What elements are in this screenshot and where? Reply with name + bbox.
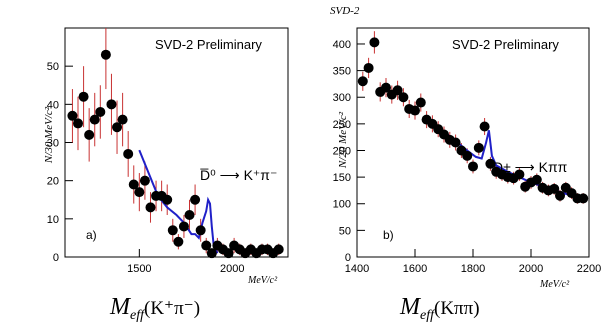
- panel-a-x-axis-label: Meff(K⁺π⁻): [109, 294, 200, 323]
- panel-a-data-point: [73, 118, 84, 129]
- panel-a-data-point: [84, 129, 95, 140]
- panel-a-data-point: [273, 244, 284, 255]
- panel-b-data-point: [479, 121, 490, 132]
- panel-b-data-point: [578, 193, 589, 204]
- panel-a-preliminary: SVD-2 Preliminary: [155, 37, 262, 52]
- panel-a-data-point: [223, 248, 234, 259]
- panel-b-y-tick-label: 0: [345, 252, 351, 264]
- panel-b: 0 50 100 150 200 250 300 350 400 1400 1600 1800 2000…: [333, 27, 602, 323]
- panel-a-data-point: [195, 225, 206, 236]
- panel-b-y-tick-label: 300: [333, 92, 351, 104]
- panel-b-y-axis-label: N/20 MeV/c²: [337, 111, 349, 169]
- panel-a-data-point: [201, 240, 212, 251]
- panel-a-x-axis-sub: eff: [130, 308, 146, 323]
- panel-a-data-point: [106, 99, 117, 110]
- panel-b-data-point: [462, 150, 473, 161]
- panel-a-data-point: [123, 148, 134, 159]
- panel-b-data-point: [410, 105, 420, 116]
- panel-b-x-tick-label: 2000: [519, 263, 543, 275]
- panel-b-x-unit: MeV/c²: [539, 279, 570, 290]
- panel-a-frame: [64, 27, 289, 258]
- panel-b-data-point: [468, 161, 478, 172]
- panel-b-x-tick-label: 2200: [577, 263, 601, 275]
- panel-a-data-point: [184, 210, 195, 221]
- panel-b-y-tick-label: 400: [333, 39, 351, 51]
- panel-a-data-point: [173, 236, 184, 247]
- panel-b-data-point: [363, 62, 374, 73]
- panel-a-y-tick-label: 30: [47, 138, 59, 150]
- panel-b-y-tick-label: 200: [333, 145, 351, 157]
- panel-a-decay-label: D̅⁰ ⟶ K⁺π⁻: [199, 167, 277, 183]
- panel-b-x-tick-label: 1600: [403, 263, 427, 275]
- panel-a-data-point: [167, 225, 178, 236]
- panel-b-frame: [356, 27, 590, 258]
- panel-b-x-axis-label: Meff(Kππ): [399, 294, 480, 323]
- panel-b-x-axis-sub: eff: [420, 308, 436, 323]
- panel-b-points: [357, 37, 589, 204]
- panel-a-data-point: [95, 106, 106, 117]
- panel-b-decay-label: D± ⟶ Kππ: [493, 159, 568, 175]
- panel-a-x-tick-label: 2000: [220, 263, 244, 275]
- panel-b-preliminary: SVD-2 Preliminary: [452, 37, 559, 52]
- panel-b-label: b): [383, 228, 394, 242]
- panel-b-x-tick-label: 1800: [461, 263, 485, 275]
- panel-b-data-point: [369, 37, 380, 48]
- panel-a-x-tick-label: 1500: [127, 263, 151, 275]
- panel-b-x-axis-main: M: [399, 294, 422, 320]
- panel-a-y-axis-label: N/30 MeV/c²: [43, 106, 55, 164]
- panel-a-ticks: 0 10 20 30 40 50 1500 2000: [47, 61, 245, 275]
- panel-a-data-point: [145, 202, 156, 213]
- panel-b-y-tick-label: 50: [339, 225, 351, 237]
- panel-a-data-point: [190, 194, 201, 205]
- panel-b-data-point: [485, 158, 496, 169]
- panel-a-y-tick-label: 20: [47, 176, 59, 188]
- panel-a-data-point: [162, 194, 173, 205]
- panel-a-data-point: [206, 248, 217, 259]
- panel-a-data-point: [117, 114, 128, 125]
- panel-a: 0 10 20 30 40 50 1500 2000 SVD-2 Preliminary D̅…: [43, 27, 289, 323]
- panel-b-ticks: 0 50 100 150 200 250 300 350 400 1400 1600 1800 2000…: [333, 39, 602, 275]
- panel-b-y-tick-label: 350: [333, 66, 351, 78]
- panel-a-data-point: [128, 179, 139, 190]
- panel-b-data-point: [392, 85, 403, 96]
- panel-b-data-point: [531, 174, 542, 185]
- panel-a-y-tick-label: 40: [47, 99, 59, 111]
- panel-b-y-tick-label: 150: [333, 172, 351, 184]
- panel-a-label: a): [86, 228, 97, 242]
- panel-a-data-point: [78, 91, 89, 102]
- panel-a-data-point: [67, 110, 78, 121]
- panel-b-data-point: [398, 92, 409, 103]
- panel-b-y-tick-label: 100: [333, 199, 351, 211]
- panel-a-data-point: [100, 49, 111, 60]
- panel-b-data-point: [555, 190, 565, 201]
- panel-b-data-point: [473, 142, 484, 153]
- panel-b-y-tick-label: 250: [333, 119, 351, 131]
- panel-a-y-tick-label: 10: [47, 214, 59, 226]
- panel-a-points: [67, 49, 284, 259]
- panel-a-data-point: [178, 221, 189, 232]
- panel-b-x-tick-label: 1400: [345, 263, 369, 275]
- panel-b-data-point: [357, 76, 368, 87]
- panel-b-data-point: [381, 82, 391, 93]
- panel-b-data-point: [549, 183, 560, 194]
- panel-b-data-point: [415, 97, 426, 108]
- panel-b-data-point: [514, 169, 525, 180]
- panel-a-data-point: [89, 114, 100, 125]
- top-label: SVD-2: [330, 5, 360, 17]
- panel-a-x-unit: MeV/c²: [247, 275, 278, 286]
- panel-a-data-point: [112, 122, 123, 133]
- panel-b-x-axis-paren: (Kππ): [434, 298, 480, 319]
- panel-b-data-point: [450, 137, 461, 148]
- panel-a-data-point: [134, 187, 145, 198]
- panel-a-y-tick-label: 50: [47, 61, 59, 73]
- panel-a-data-point: [139, 175, 150, 186]
- panel-a-x-axis-paren: (K⁺π⁻): [144, 298, 200, 319]
- panel-a-x-axis-main: M: [109, 294, 132, 320]
- panel-a-y-tick-label: 0: [53, 252, 59, 264]
